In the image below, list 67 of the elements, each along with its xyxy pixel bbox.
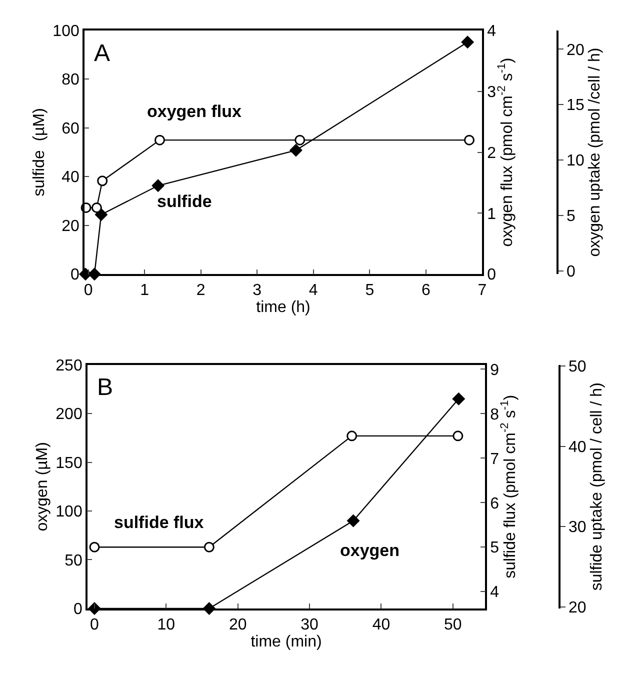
series-label: oxygen flux bbox=[147, 102, 242, 121]
y-tick-label: 150 bbox=[56, 454, 82, 472]
y2-tick-label: 4 bbox=[490, 584, 500, 602]
x-tick-label: 4 bbox=[308, 282, 318, 300]
point bbox=[154, 134, 165, 146]
x-tick-label: 6 bbox=[421, 282, 430, 300]
y-tick-label: 80 bbox=[62, 72, 80, 89]
y-tick-label: 0 bbox=[70, 266, 80, 284]
y-axis-title: oxygen (µM) bbox=[34, 442, 52, 532]
y2-tick-label: 8 bbox=[490, 406, 500, 424]
y3-tick-label: 10 bbox=[566, 152, 584, 170]
y3-tick-label: 30 bbox=[568, 519, 586, 536]
y-tick-label: 100 bbox=[56, 504, 82, 521]
y-tick-label: 0 bbox=[73, 601, 82, 618]
annotation: A bbox=[94, 40, 110, 67]
point bbox=[294, 134, 306, 146]
x-tick-label: 20 bbox=[228, 616, 247, 634]
y-tick-label: 50 bbox=[64, 552, 82, 570]
y3-tick-label: 20 bbox=[568, 599, 586, 616]
x-tick-label: 40 bbox=[372, 616, 390, 634]
y2-tick-label: 9 bbox=[490, 362, 500, 379]
y-tick-label: 60 bbox=[62, 120, 80, 138]
y2-tick-label: 0 bbox=[487, 266, 496, 284]
y-tick-label: 40 bbox=[62, 169, 80, 186]
y-tick-label: 20 bbox=[62, 218, 80, 235]
y3-axis-title: oxygen uptake (pmol /cell / h) bbox=[586, 48, 604, 257]
x-axis-title: time (h) bbox=[256, 299, 310, 316]
x-axis-title: time (min) bbox=[250, 633, 322, 650]
y3-tick-label: 20 bbox=[566, 42, 584, 59]
x-tick-label: 30 bbox=[300, 616, 319, 634]
y3-tick-label: 50 bbox=[568, 358, 586, 376]
y-tick-label: 250 bbox=[56, 357, 82, 374]
y2-tick-label: 5 bbox=[490, 540, 500, 557]
x-tick-label: 7 bbox=[478, 282, 487, 300]
annotation: B bbox=[97, 374, 114, 401]
point bbox=[97, 176, 108, 186]
point bbox=[452, 392, 466, 406]
point bbox=[464, 134, 475, 146]
y3-tick-label: 5 bbox=[566, 208, 576, 225]
point bbox=[91, 202, 102, 213]
point bbox=[461, 36, 474, 49]
y2-tick-label: 4 bbox=[487, 22, 496, 40]
x-tick-label: 2 bbox=[196, 282, 206, 300]
y-axis-title: sulfide (µM) bbox=[31, 108, 48, 196]
y2-tick-label: 3 bbox=[487, 84, 496, 101]
y-tick-label: 100 bbox=[52, 22, 80, 40]
y3-tick-label: 0 bbox=[566, 263, 576, 280]
y3-tick-label: 15 bbox=[566, 97, 584, 114]
x-tick-label: 5 bbox=[365, 282, 374, 300]
point bbox=[346, 514, 360, 528]
y3-tick-label: 40 bbox=[568, 438, 586, 456]
y2-tick-label: 7 bbox=[490, 450, 500, 468]
point bbox=[152, 179, 165, 192]
series-label: sulfide bbox=[157, 192, 212, 211]
y2-tick-label: 6 bbox=[490, 495, 500, 512]
y2-tick-label: 2 bbox=[487, 144, 496, 162]
x-tick-label: 3 bbox=[252, 282, 262, 300]
y3-axis-title: sulfide uptake (pmol / cell / h) bbox=[588, 382, 606, 591]
x-tick-label: 10 bbox=[157, 616, 176, 634]
x-tick-label: 0 bbox=[90, 616, 100, 634]
x-tick-label: 50 bbox=[444, 616, 462, 634]
series-label: sulfide flux bbox=[114, 513, 204, 532]
y2-tick-label: 1 bbox=[487, 206, 496, 223]
x-tick-label: 1 bbox=[140, 282, 150, 300]
y-tick-label: 200 bbox=[56, 406, 82, 424]
series-label: oxygen bbox=[340, 541, 400, 560]
point bbox=[289, 144, 302, 157]
